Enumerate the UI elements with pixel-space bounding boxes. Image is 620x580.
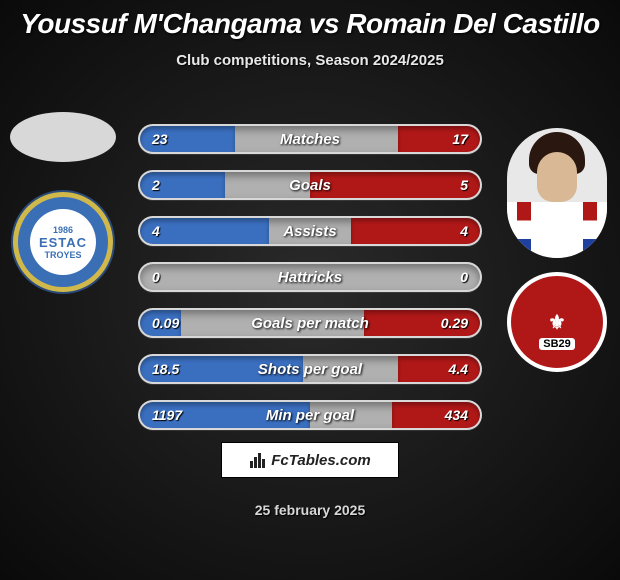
comparison-title: Youssuf M'Changama vs Romain Del Castill… — [0, 0, 620, 40]
left-club-logo: 1986 ESTAC TROYES — [13, 192, 113, 292]
stat-label: Assists — [140, 223, 480, 240]
stat-row: 25Goals — [138, 170, 482, 200]
stat-row: 18.54.4Shots per goal — [138, 354, 482, 384]
right-player-column: ⚜ SB29 — [502, 128, 612, 372]
stat-label: Hattricks — [140, 269, 480, 286]
left-club-city: TROYES — [44, 250, 81, 260]
right-club-short: SB29 — [539, 338, 575, 350]
brand-badge: FcTables.com — [221, 442, 399, 478]
brand-text: FcTables.com — [271, 452, 370, 469]
stat-label: Matches — [140, 131, 480, 148]
stat-label: Shots per goal — [140, 361, 480, 378]
stat-row: 44Assists — [138, 216, 482, 246]
brand-chart-icon — [249, 451, 267, 469]
right-player-photo — [507, 128, 607, 258]
left-club-year: 1986 — [53, 225, 73, 235]
stat-label: Goals per match — [140, 315, 480, 332]
ermine-icon: ⚜ — [548, 310, 566, 335]
stat-row: 00Hattricks — [138, 262, 482, 292]
stat-row: 0.090.29Goals per match — [138, 308, 482, 338]
stat-row: 2317Matches — [138, 124, 482, 154]
left-player-column: 1986 ESTAC TROYES — [8, 112, 118, 292]
right-club-logo: ⚜ SB29 — [507, 272, 607, 372]
left-player-avatar-placeholder — [10, 112, 116, 162]
stat-label: Min per goal — [140, 407, 480, 424]
stat-label: Goals — [140, 177, 480, 194]
left-club-name-short: ESTAC — [39, 235, 87, 250]
comparison-subtitle: Club competitions, Season 2024/2025 — [0, 52, 620, 69]
stats-bars: 2317Matches 25Goals 44Assists 00Hattricks 0.… — [138, 124, 482, 446]
comparison-date: 25 february 2025 — [0, 502, 620, 518]
stat-row: 1197434Min per goal — [138, 400, 482, 430]
